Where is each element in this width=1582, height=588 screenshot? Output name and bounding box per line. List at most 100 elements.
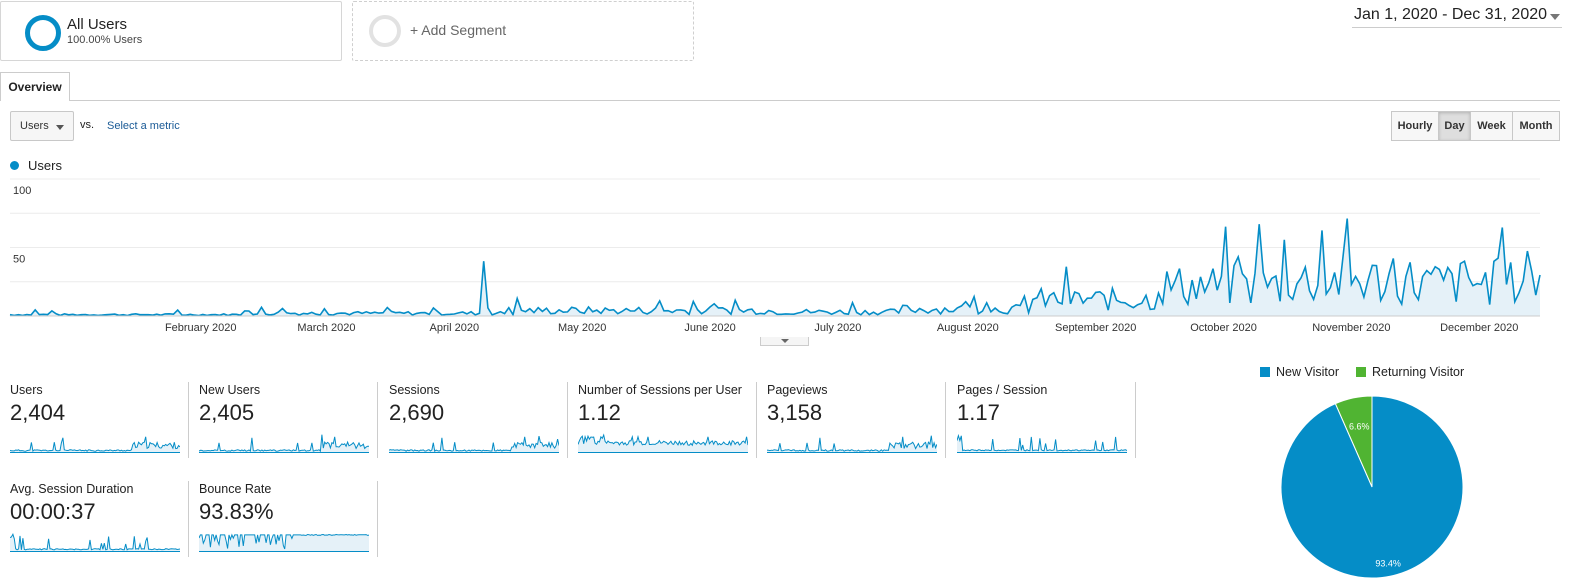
metric-sparkline bbox=[10, 436, 180, 453]
metric-pages-per-session[interactable]: Pages / Session 1.17 bbox=[957, 383, 1127, 459]
metric-sparkline bbox=[389, 435, 559, 453]
visitor-type-pie-chart[interactable]: 6.6% 93.4% bbox=[1270, 385, 1470, 585]
metric-label: Avg. Session Duration bbox=[10, 482, 134, 496]
chart-collapse-handle[interactable] bbox=[760, 337, 809, 346]
tile-divider bbox=[945, 382, 946, 458]
pie-legend-new-visitor[interactable]: New Visitor bbox=[1276, 365, 1339, 379]
metric-sparkline bbox=[957, 433, 1127, 453]
metric-label: Pages / Session bbox=[957, 383, 1048, 397]
new-visitor-swatch-icon bbox=[1260, 367, 1270, 377]
pie-legend-returning-visitor[interactable]: Returning Visitor bbox=[1372, 365, 1465, 379]
tile-divider bbox=[756, 382, 757, 458]
segment-name: All Users bbox=[67, 16, 128, 33]
segment-percentage: 100.00% Users bbox=[67, 34, 143, 46]
date-range-picker[interactable]: Jan 1, 2020 - Dec 31, 2020 bbox=[1352, 5, 1562, 28]
metric-value: 2,690 bbox=[389, 400, 445, 425]
metric-sessions[interactable]: Sessions 2,690 bbox=[389, 383, 559, 459]
users-series-line bbox=[9, 218, 1541, 317]
metric-label: Pageviews bbox=[767, 383, 828, 397]
x-tick-label: May 2020 bbox=[558, 322, 606, 334]
x-tick-label: July 2020 bbox=[814, 322, 861, 334]
users-over-time-chart[interactable]: 100 50 February 2020 March 2020 April 2020 Ma… bbox=[0, 176, 1560, 336]
x-tick-label: February 2020 bbox=[165, 322, 237, 334]
metric-sparkline bbox=[10, 533, 180, 552]
tile-divider bbox=[377, 481, 378, 557]
metric-select-label: Users bbox=[20, 120, 49, 132]
metric-value: 2,404 bbox=[10, 400, 66, 425]
metric-value: 00:00:37 bbox=[10, 499, 96, 524]
date-range-text: Jan 1, 2020 - Dec 31, 2020 bbox=[1354, 6, 1548, 23]
x-tick-label: March 2020 bbox=[297, 322, 355, 334]
metric-bounce-rate[interactable]: Bounce Rate 93.83% bbox=[199, 482, 369, 558]
x-tick-label: August 2020 bbox=[937, 322, 999, 334]
segment-ring-icon bbox=[25, 15, 61, 51]
metric-new-users[interactable]: New Users 2,405 bbox=[199, 383, 369, 459]
tile-divider bbox=[567, 382, 568, 458]
metric-label: New Users bbox=[199, 383, 261, 397]
add-segment-button[interactable]: + Add Segment bbox=[352, 1, 694, 61]
tile-divider bbox=[377, 382, 378, 458]
sparkline-fill bbox=[389, 436, 559, 453]
pie-slice-label: 6.6% bbox=[1349, 421, 1370, 431]
period-week-button[interactable]: Week bbox=[1470, 111, 1513, 141]
tile-divider bbox=[188, 382, 189, 458]
metric-value: 1.12 bbox=[578, 400, 621, 425]
metric-value: 2,405 bbox=[199, 400, 255, 425]
x-tick-label: June 2020 bbox=[684, 322, 735, 334]
metric-label: Number of Sessions per User bbox=[578, 383, 742, 397]
x-tick-label: September 2020 bbox=[1055, 322, 1136, 334]
chevron-down-icon bbox=[781, 339, 789, 343]
sparkline-fill bbox=[199, 434, 369, 453]
period-month-button[interactable]: Month bbox=[1512, 111, 1560, 141]
metric-select[interactable]: Users bbox=[10, 111, 74, 141]
metric-label: Bounce Rate bbox=[199, 482, 272, 496]
y-tick-label: 50 bbox=[13, 254, 25, 266]
sparkline-fill bbox=[957, 435, 1127, 453]
empty-ring-icon bbox=[369, 15, 401, 47]
metric-sparkline bbox=[767, 435, 937, 453]
select-metric-link[interactable]: Select a metric bbox=[107, 120, 180, 132]
metric-sparkline bbox=[199, 533, 369, 552]
segment-all-users[interactable]: All Users 100.00% Users bbox=[0, 1, 342, 61]
metric-label: Sessions bbox=[389, 383, 440, 397]
caret-down-icon bbox=[56, 125, 64, 130]
sparkline-line bbox=[10, 533, 180, 551]
tile-divider bbox=[1135, 382, 1136, 458]
metric-value: 3,158 bbox=[767, 400, 823, 425]
sparkline-line bbox=[199, 533, 369, 550]
pie-slice-new-visitor bbox=[1280, 395, 1464, 579]
sparkline-line bbox=[10, 436, 180, 453]
metric-users[interactable]: Users 2,404 bbox=[10, 383, 180, 459]
pie-slice-label: 93.4% bbox=[1375, 559, 1401, 569]
x-tick-label: December 2020 bbox=[1440, 322, 1518, 334]
returning-visitor-swatch-icon bbox=[1356, 367, 1366, 377]
tab-divider bbox=[0, 100, 1560, 101]
x-tick-label: April 2020 bbox=[430, 322, 480, 334]
vs-label: vs. bbox=[80, 119, 95, 131]
x-tick-label: October 2020 bbox=[1190, 322, 1257, 334]
x-tick-label: November 2020 bbox=[1312, 322, 1390, 334]
sparkline-fill bbox=[199, 534, 369, 552]
sparkline-line bbox=[389, 435, 559, 453]
period-hourly-button[interactable]: Hourly bbox=[1391, 111, 1439, 141]
sparkline-fill bbox=[10, 534, 180, 552]
tile-divider bbox=[188, 481, 189, 557]
metric-avg-session-duration[interactable]: Avg. Session Duration 00:00:37 bbox=[10, 482, 180, 558]
users-legend-label: Users bbox=[28, 158, 62, 173]
metric-sparkline bbox=[578, 433, 748, 453]
sparkline-line bbox=[578, 433, 748, 447]
chevron-down-icon bbox=[1550, 14, 1560, 20]
sparkline-line bbox=[199, 434, 369, 453]
sparkline-fill bbox=[578, 435, 748, 453]
metric-value: 93.83% bbox=[199, 499, 274, 524]
sparkline-fill bbox=[767, 435, 937, 453]
sparkline-fill bbox=[10, 436, 180, 453]
metric-sparkline bbox=[199, 434, 369, 453]
users-legend-dot-icon bbox=[10, 161, 19, 170]
y-tick-label: 100 bbox=[13, 185, 31, 197]
metric-sessions-per-user[interactable]: Number of Sessions per User 1.12 bbox=[578, 383, 748, 459]
tab-overview[interactable]: Overview bbox=[0, 72, 70, 101]
period-day-button[interactable]: Day bbox=[1438, 111, 1471, 141]
metric-pageviews[interactable]: Pageviews 3,158 bbox=[767, 383, 937, 459]
sparkline-line bbox=[767, 435, 937, 452]
